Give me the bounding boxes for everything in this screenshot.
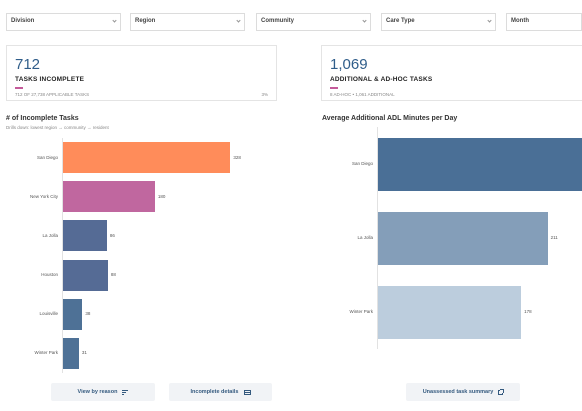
community-filter-label: Community [261,18,294,24]
bar-value-label: 88 [110,272,116,278]
adl-minutes-chart-title: Average Additional ADL Minutes per Day [322,115,458,122]
category-label: San Diego [351,161,373,166]
category-label: Houston [41,272,58,278]
chart-axis-line [62,138,63,373]
bar[interactable] [63,298,83,330]
bar[interactable] [63,142,231,174]
bar[interactable] [378,211,548,265]
external-link-icon [498,388,505,395]
bar-value-label: 180 [157,193,166,199]
tasks-incomplete-label: TASKS INCOMPLETE [15,76,85,83]
incomplete-tasks-chart-title: # of Incomplete Tasks [6,115,79,122]
incomplete-details-button[interactable]: Incomplete details [169,383,272,401]
view-by-reason-label: View by reason [77,389,118,395]
bar-value-label: 86 [109,232,115,238]
bar-value-label: 31 [81,350,87,356]
tasks-incomplete-detail: 712 OF 27,738 APPLICABLE TASKS [15,92,90,97]
care-type-filter[interactable]: Care Type [381,13,496,31]
bar[interactable] [378,137,582,191]
kpi-accent-bar [330,87,338,89]
additional-tasks-detail: 8 AD-HOC • 1,061 ADDITIONAL [330,92,395,97]
chevron-down-icon [487,18,492,23]
table-icon [243,389,251,395]
bar-value-label: 38 [85,311,91,317]
tasks-incomplete-percent: 3% [261,92,268,97]
month-filter-label: Month [511,18,529,24]
incomplete-details-label: Incomplete details [190,389,239,395]
category-label: New York City [29,193,58,199]
category-label: Winter Park [349,309,373,314]
bar[interactable] [378,285,522,339]
bar[interactable] [63,337,79,369]
bar-value-label: 178 [524,309,532,314]
bar-value-label: 328 [233,154,241,160]
unassessed-task-summary-button[interactable]: Unassessed task summary [406,383,520,401]
chevron-down-icon [112,18,117,23]
community-filter[interactable]: Community [256,13,371,31]
tasks-incomplete-value: 712 [15,56,41,73]
bar[interactable] [63,181,155,213]
category-label: La Jolla [357,235,373,240]
bar[interactable] [63,259,108,291]
chevron-down-icon [362,18,367,23]
list-filter-icon [122,389,129,395]
category-label: Louisville [39,311,58,317]
additional-tasks-card: 1,069 ADDITIONAL & AD-HOC TASKS 8 AD-HOC… [321,45,582,101]
additional-tasks-value: 1,069 [330,56,368,73]
bar-value-label: 211 [550,235,558,240]
region-filter-label: Region [135,18,156,24]
bar[interactable] [63,220,107,252]
additional-tasks-label: ADDITIONAL & AD-HOC TASKS [330,76,433,83]
category-label: San Diego [36,154,58,160]
chevron-down-icon [236,18,241,23]
incomplete-tasks-chart-subtitle: Drills down: lowest region → community →… [6,125,109,130]
tasks-incomplete-card: 712 TASKS INCOMPLETE 712 OF 27,738 APPLI… [6,45,277,101]
division-filter-label: Division [11,18,35,24]
division-filter[interactable]: Division [6,13,121,31]
region-filter[interactable]: Region [130,13,245,31]
category-label: Winter Park [34,350,58,356]
unassessed-task-summary-label: Unassessed task summary [422,389,494,395]
view-by-reason-button[interactable]: View by reason [51,383,155,401]
category-label: La Jolla [42,232,58,238]
kpi-accent-bar [15,87,23,89]
care-type-filter-label: Care Type [386,18,415,24]
chart-axis-line [377,127,378,349]
month-filter[interactable]: Month [506,13,582,31]
